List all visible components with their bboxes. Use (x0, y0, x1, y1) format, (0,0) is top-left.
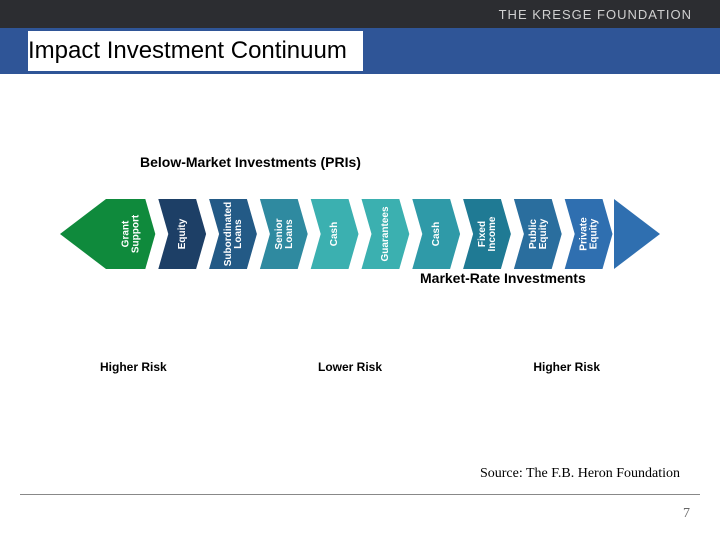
risk-row: Higher Risk Lower Risk Higher Risk (60, 360, 660, 374)
segment-label: PrivateEquity (578, 217, 599, 251)
continuum-diagram: Below-Market Investments (PRIs) GrantSup… (60, 150, 660, 370)
risk-label: Higher Risk (100, 360, 167, 374)
slide: THE KRESGE FOUNDATION Impact Investment … (0, 0, 720, 540)
top-bar: THE KRESGE FOUNDATION (0, 0, 720, 28)
footer-divider (20, 494, 700, 495)
segment-label: FixedIncome (477, 216, 498, 251)
source-text: Source: The F.B. Heron Foundation (480, 466, 680, 482)
segment-label: Cash (431, 222, 442, 246)
page-title: Impact Investment Continuum (28, 31, 363, 71)
right-arrowhead-icon (614, 199, 660, 269)
segment-label: Guarantees (380, 206, 391, 261)
segment-label: Equity (177, 218, 188, 249)
segment-label: Cash (329, 222, 340, 246)
segment-label: PublicEquity (527, 218, 548, 249)
page-number: 7 (683, 506, 690, 522)
risk-label: Higher Risk (533, 360, 600, 374)
title-bar: Impact Investment Continuum (0, 28, 720, 74)
left-arrowhead-icon (60, 199, 106, 269)
org-name: THE KRESGE FOUNDATION (499, 7, 692, 22)
below-market-label: Below-Market Investments (PRIs) (140, 154, 361, 170)
title-wrap: Impact Investment Continuum (28, 31, 363, 71)
segment-label: SeniorLoans (273, 218, 294, 249)
risk-label: Lower Risk (318, 360, 382, 374)
market-rate-label: Market-Rate Investments (420, 270, 586, 286)
